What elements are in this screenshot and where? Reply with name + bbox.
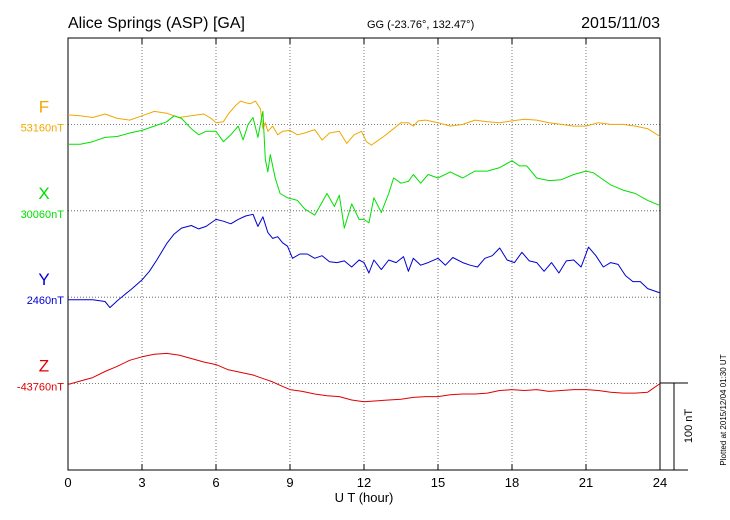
- x-tick-label: 21: [579, 475, 593, 490]
- series-lines: [67, 100, 661, 403]
- x-tick-label: 3: [138, 475, 145, 490]
- station-title: Alice Springs (ASP) [GA]: [68, 15, 245, 32]
- baseline-label-y: 2460nT: [27, 295, 65, 307]
- component-label-y: Y: [38, 270, 49, 289]
- baseline-label-x: 30060nT: [21, 209, 65, 221]
- scale-bar: 100 nT: [660, 382, 695, 471]
- series-line-x: [68, 110, 661, 229]
- series-line-z: [67, 352, 661, 403]
- x-ticks: 0 3 6 9 12 15 18 21 24: [64, 38, 667, 490]
- plotted-timestamp: Plotted at 2015/12/04 01:30 UT: [719, 354, 728, 465]
- date-label: 2015/11/03: [581, 15, 660, 32]
- coordinates-label: GG (-23.76°, 132.47°): [367, 19, 474, 31]
- x-tick-label: 12: [357, 475, 371, 490]
- baseline-label-f: 53160nT: [21, 122, 65, 134]
- component-label-z: Z: [39, 357, 49, 376]
- series-line-f: [67, 100, 661, 146]
- x-tick-label: 18: [505, 475, 519, 490]
- x-tick-label: 6: [212, 475, 219, 490]
- x-tick-label: 15: [431, 475, 445, 490]
- x-tick-label: 9: [286, 475, 293, 490]
- component-label-f: F: [39, 97, 49, 116]
- x-axis-label: U T (hour): [335, 490, 394, 505]
- grid: [68, 38, 660, 470]
- baseline-label-z: -43760nT: [17, 382, 64, 394]
- component-label-x: X: [38, 184, 49, 203]
- component-labels: F 53160nT X 30060nT Y 2460nT Z -43760nT: [17, 97, 64, 393]
- x-tick-label: 0: [64, 475, 71, 490]
- scale-label: 100 nT: [683, 409, 695, 444]
- series-line-y: [68, 213, 661, 309]
- x-tick-label: 24: [653, 475, 667, 490]
